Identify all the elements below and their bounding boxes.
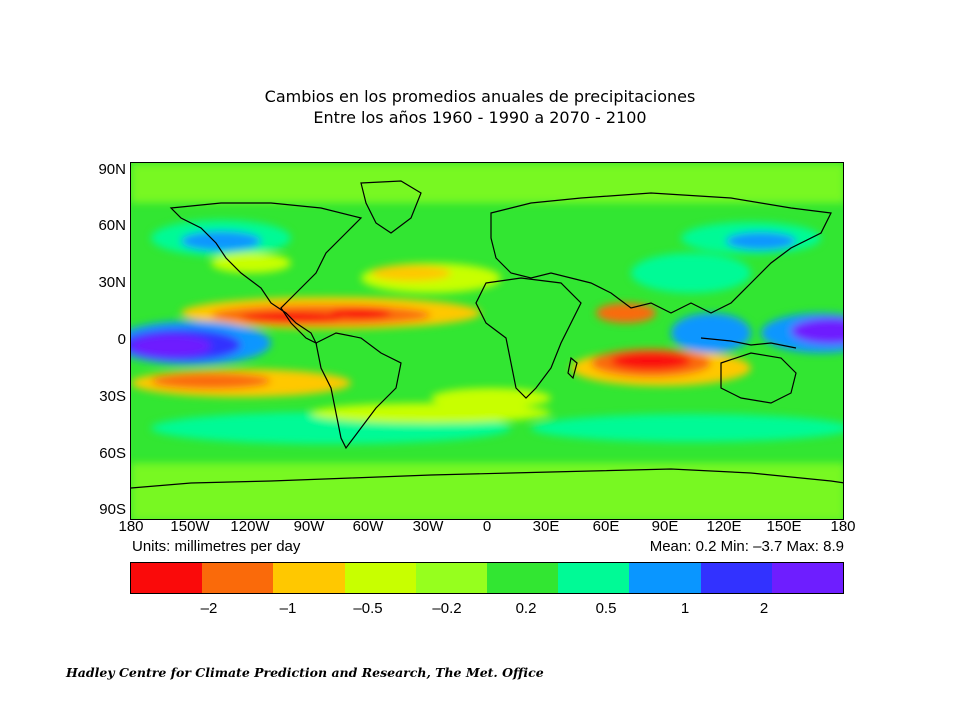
madagascar-outline (567, 356, 578, 380)
south-america-outline (315, 332, 402, 450)
legend-swatch (344, 563, 416, 593)
eurasia-outline (490, 192, 832, 314)
lon-label: 30W (412, 518, 444, 535)
coastline-outlines (131, 180, 843, 489)
legend-swatch (629, 563, 701, 593)
lon-label: 90E (651, 518, 679, 535)
color-legend-bar (130, 562, 844, 594)
statistics-label: Mean: 0.2 Min: –3.7 Max: 8.9 (649, 538, 844, 555)
legend-label: –2 (200, 600, 218, 617)
precipitation-field (131, 163, 843, 519)
africa-outline (475, 277, 582, 399)
lon-label: 60W (352, 518, 384, 535)
map-title-line1: Cambios en los promedios anuales de prec… (264, 87, 696, 106)
greenland-outline (360, 180, 422, 234)
legend-swatch (771, 563, 844, 593)
legend-label: 0.5 (595, 600, 617, 617)
legend-label: 0.2 (515, 600, 537, 617)
lat-label: 90S (99, 501, 126, 518)
antarctica-outline (131, 468, 843, 489)
map-title-line2: Entre los años 1960 - 1990 a 2070 - 2100 (313, 108, 647, 127)
australia-outline (720, 352, 797, 404)
lon-label: 60E (592, 518, 620, 535)
north-america-outline (169, 202, 363, 345)
lon-label: 180 (830, 518, 856, 535)
legend-label: 2 (759, 600, 769, 617)
legend-swatch (415, 563, 488, 593)
indonesia-outline (700, 337, 797, 349)
lat-label: 30S (99, 388, 126, 405)
lon-label: 150W (170, 518, 210, 535)
legend-swatch (558, 563, 630, 593)
legend-swatch (202, 563, 274, 593)
legend-label: –0.5 (353, 600, 383, 617)
lon-label: 180 (118, 518, 144, 535)
precipitation-map (130, 162, 844, 520)
lon-label: 120W (230, 518, 270, 535)
legend-swatch (487, 563, 559, 593)
legend-swatch (273, 563, 345, 593)
lon-label: 30E (532, 518, 560, 535)
units-label: Units: millimetres per day (132, 538, 301, 555)
legend-label: 1 (680, 600, 690, 617)
lon-label: 120E (706, 518, 742, 535)
lat-label: 30N (98, 274, 126, 291)
legend-swatch (700, 563, 772, 593)
legend-label: –0.2 (432, 600, 462, 617)
lat-label: 60N (98, 217, 126, 234)
lat-label: 60S (99, 445, 126, 462)
lat-label: 0 (117, 331, 126, 348)
lat-label: 90N (98, 161, 126, 178)
legend-label: –1 (279, 600, 297, 617)
lon-label: 150E (766, 518, 802, 535)
lon-label: 0 (482, 518, 492, 535)
lon-label: 90W (293, 518, 325, 535)
source-credit: Hadley Centre for Climate Prediction and… (66, 665, 544, 680)
legend-swatch (131, 563, 203, 593)
